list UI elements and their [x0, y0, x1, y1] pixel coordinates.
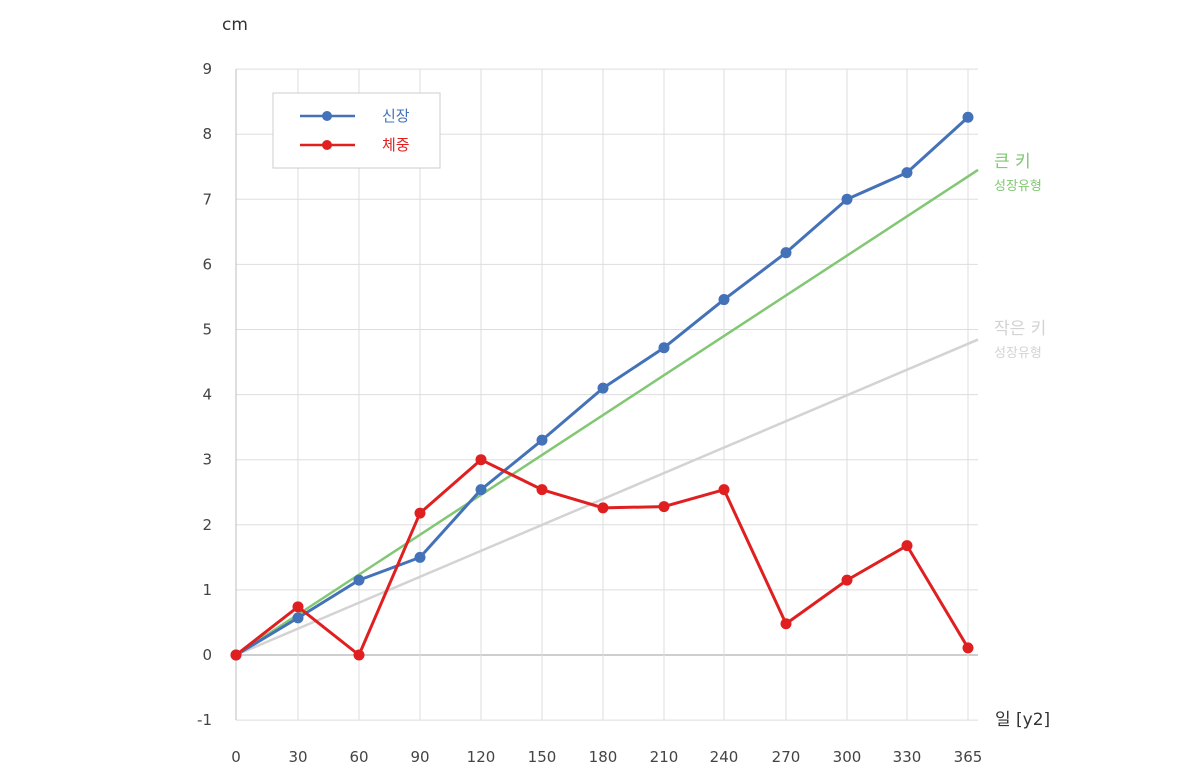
y-tick-label: -1	[197, 711, 212, 729]
x-tick-label: 210	[650, 748, 679, 766]
legend-label-height: 신장	[382, 107, 410, 125]
x-tick-label: 30	[288, 748, 307, 766]
y-tick-label: 6	[202, 255, 212, 273]
series	[230, 111, 974, 661]
reference-lines	[235, 168, 979, 657]
data-point	[780, 618, 792, 630]
data-point	[841, 574, 853, 586]
x-tick-label: 240	[710, 748, 739, 766]
data-point	[536, 434, 548, 446]
ref-sublabel-tall: 성장유형	[994, 179, 1042, 194]
y-axis-label: cm	[222, 15, 248, 35]
data-point	[597, 382, 609, 394]
data-point	[414, 507, 426, 519]
reference-line-0	[235, 168, 979, 657]
legend-marker-height	[322, 111, 332, 121]
data-point	[353, 574, 365, 586]
data-point	[536, 484, 548, 496]
data-point	[230, 649, 242, 661]
x-axis-label: 일 [y2]	[995, 710, 1050, 730]
reference-line-1	[235, 338, 979, 657]
ref-label-tall: 큰 키	[994, 152, 1031, 172]
y-tick-label: 1	[202, 581, 212, 599]
reference-labels: 큰 키 성장유형 작은 키 성장유형	[994, 152, 1046, 361]
data-point	[475, 454, 487, 466]
x-tick-label: 90	[410, 748, 429, 766]
y-tick-label: 4	[202, 386, 212, 404]
series-line-1	[235, 458, 970, 657]
data-point	[353, 649, 365, 661]
data-point	[962, 642, 974, 654]
data-point	[658, 501, 670, 513]
data-point	[475, 484, 487, 496]
data-point	[414, 551, 426, 563]
data-point	[780, 247, 792, 259]
y-tick-label: 0	[202, 646, 212, 664]
data-point	[718, 294, 730, 306]
data-point	[901, 167, 913, 179]
y-tick-label: 8	[202, 125, 212, 143]
data-point	[718, 484, 730, 496]
y-tick-label: 5	[202, 321, 212, 339]
x-tick-label: 60	[349, 748, 368, 766]
y-tick-label: 3	[202, 451, 212, 469]
x-tick-label: 365	[954, 748, 983, 766]
x-tick-label: 0	[231, 748, 241, 766]
grid	[235, 68, 978, 721]
data-point	[597, 502, 609, 514]
x-tick-label: 120	[467, 748, 496, 766]
data-point	[901, 540, 913, 552]
y-tick-label: 2	[202, 516, 212, 534]
data-point	[658, 342, 670, 354]
x-tick-label: 180	[589, 748, 618, 766]
data-point	[962, 111, 974, 123]
legend-box	[272, 92, 441, 169]
data-point	[292, 612, 304, 624]
legend-marker-weight	[322, 140, 332, 150]
data-point	[841, 193, 853, 205]
data-point	[292, 601, 304, 613]
ref-sublabel-short: 성장유형	[994, 346, 1042, 361]
y-tick-label: 9	[202, 60, 212, 78]
x-tick-label: 300	[833, 748, 862, 766]
ref-label-short: 작은 키	[994, 319, 1046, 339]
x-tick-label: 150	[528, 748, 557, 766]
x-tick-label: 270	[772, 748, 801, 766]
y-tick-label: 7	[202, 190, 212, 208]
legend: 신장 체중	[272, 92, 441, 169]
legend-label-weight: 체중	[382, 136, 410, 154]
x-tick-label: 330	[893, 748, 922, 766]
